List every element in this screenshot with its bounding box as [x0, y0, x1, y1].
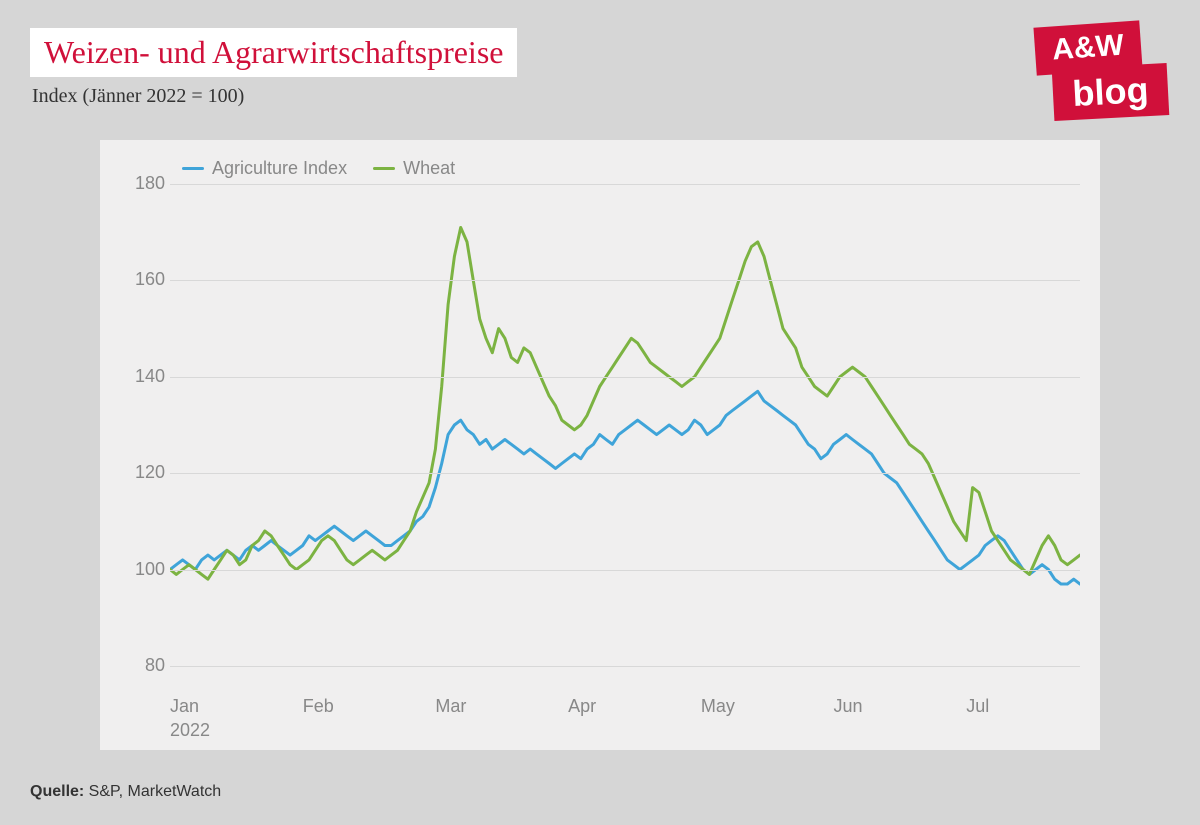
gridline — [170, 184, 1080, 185]
y-axis-label: 160 — [115, 269, 165, 290]
logo-bottom-text: blog — [1052, 63, 1170, 121]
line-chart — [170, 160, 1080, 690]
gridline — [170, 570, 1080, 571]
source-text: S&P, MarketWatch — [84, 783, 221, 800]
x-axis-label: Jun — [834, 696, 863, 717]
gridline — [170, 280, 1080, 281]
y-axis-label: 180 — [115, 173, 165, 194]
y-axis-label: 100 — [115, 559, 165, 580]
gridline — [170, 473, 1080, 474]
chart-subtitle: Index (Jänner 2022 = 100) — [30, 85, 517, 108]
brand-logo: A&W blog — [1025, 24, 1170, 124]
gridline — [170, 666, 1080, 667]
x-axis-label: Jan — [170, 696, 199, 717]
x-axis-label: Mar — [435, 696, 466, 717]
y-axis-label: 120 — [115, 462, 165, 483]
chart-panel: Agriculture IndexWheat 80100120140160180… — [100, 140, 1100, 750]
series-line — [170, 391, 1080, 584]
x-axis-year: 2022 — [170, 720, 210, 741]
x-axis-label: Feb — [303, 696, 334, 717]
title-block: Weizen- und Agrarwirtschaftspreise Index… — [30, 28, 517, 108]
title-background: Weizen- und Agrarwirtschaftspreise — [30, 28, 517, 77]
y-axis-label: 140 — [115, 366, 165, 387]
source-attribution: Quelle: S&P, MarketWatch — [30, 783, 221, 801]
y-axis-label: 80 — [115, 655, 165, 676]
x-axis-label: Apr — [568, 696, 596, 717]
source-label: Quelle: — [30, 783, 84, 800]
x-axis-label: May — [701, 696, 735, 717]
x-axis-label: Jul — [966, 696, 989, 717]
gridline — [170, 377, 1080, 378]
chart-title: Weizen- und Agrarwirtschaftspreise — [44, 34, 503, 71]
